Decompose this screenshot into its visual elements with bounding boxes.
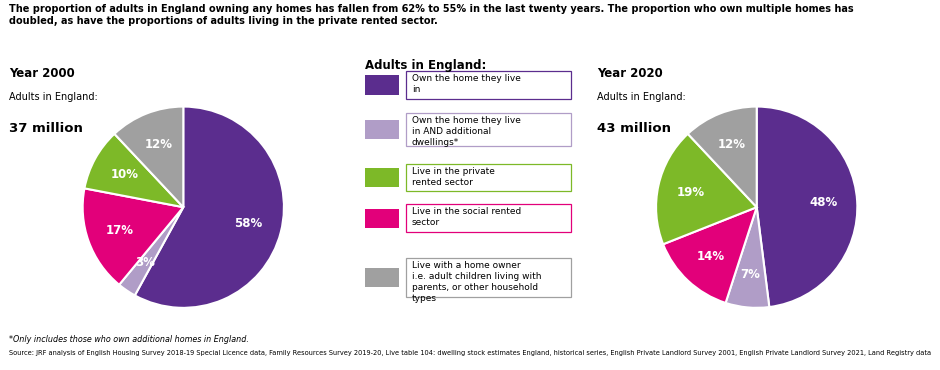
Wedge shape <box>85 134 183 207</box>
Text: Adults in England:: Adults in England: <box>365 59 486 72</box>
Text: 7%: 7% <box>741 268 760 281</box>
Text: 12%: 12% <box>718 138 745 151</box>
Text: Own the home they live
in AND additional
dwellings*: Own the home they live in AND additional… <box>412 116 521 147</box>
Text: 3%: 3% <box>135 256 155 269</box>
Wedge shape <box>134 107 284 308</box>
Text: 37 million: 37 million <box>9 122 84 135</box>
Text: 19%: 19% <box>677 186 705 199</box>
Wedge shape <box>663 207 757 303</box>
Text: 12%: 12% <box>145 138 172 151</box>
Text: Adults in England:: Adults in England: <box>9 92 98 102</box>
Text: *Only includes those who own additional homes in England.: *Only includes those who own additional … <box>9 335 249 344</box>
Text: 58%: 58% <box>234 218 263 231</box>
Wedge shape <box>688 107 757 207</box>
Wedge shape <box>119 207 183 295</box>
Text: 14%: 14% <box>697 250 725 263</box>
Text: The proportion of adults in England owning any homes has fallen from 62% to 55% : The proportion of adults in England owni… <box>9 4 854 26</box>
Text: Own the home they live
in: Own the home they live in <box>412 74 521 94</box>
Text: Source: JRF analysis of English Housing Survey 2018-19 Special Licence data, Fam: Source: JRF analysis of English Housing … <box>9 350 932 356</box>
Text: 17%: 17% <box>106 223 133 236</box>
Text: Live with a home owner
i.e. adult children living with
parents, or other househo: Live with a home owner i.e. adult childr… <box>412 261 541 303</box>
Wedge shape <box>115 107 183 207</box>
Text: Year 2020: Year 2020 <box>597 67 663 80</box>
Wedge shape <box>726 207 769 308</box>
Wedge shape <box>83 188 183 285</box>
Text: Adults in England:: Adults in England: <box>597 92 685 102</box>
Text: 10%: 10% <box>110 168 138 181</box>
Wedge shape <box>656 134 757 244</box>
Text: Live in the social rented
sector: Live in the social rented sector <box>412 207 521 228</box>
Text: 48%: 48% <box>810 196 838 209</box>
Text: Year 2000: Year 2000 <box>9 67 75 80</box>
Text: 43 million: 43 million <box>597 122 671 135</box>
Text: Live in the private
rented sector: Live in the private rented sector <box>412 166 494 187</box>
Wedge shape <box>757 107 857 307</box>
